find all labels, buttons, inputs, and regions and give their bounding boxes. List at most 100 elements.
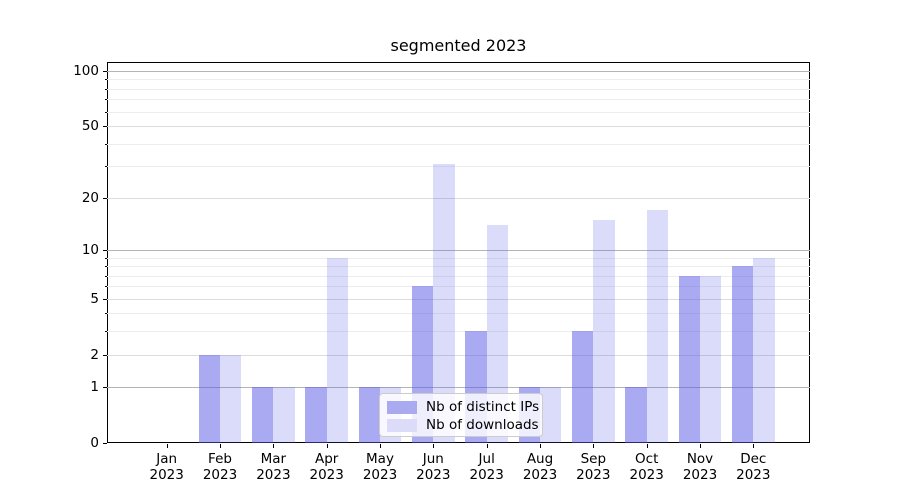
y-tick-label: 50: [81, 118, 99, 134]
x-tick-label: Dec 2023: [723, 451, 783, 483]
bar-downloads-jul: [486, 224, 508, 444]
x-tick-label: Aug 2023: [510, 451, 570, 483]
y-tick: [103, 197, 107, 199]
bar-distinct-ips-dec: [732, 266, 754, 444]
gridline: [107, 126, 810, 127]
x-tick-label: Jan 2023: [137, 451, 197, 483]
legend: Nb of distinct IPs Nb of downloads: [379, 393, 543, 437]
x-tick: [273, 444, 275, 449]
gridline: [107, 266, 810, 267]
y-minor-tick: [104, 257, 107, 259]
x-tick-year: 2023: [736, 467, 771, 484]
y-tick: [103, 443, 107, 445]
x-tick-year: 2023: [149, 467, 184, 484]
x-tick-year: 2023: [522, 467, 558, 484]
x-tick: [486, 444, 488, 449]
bar-distinct-ips-nov: [678, 275, 700, 444]
y-minor-tick: [104, 143, 107, 145]
bar-downloads-aug: [540, 387, 562, 444]
bar-downloads-oct: [646, 210, 668, 444]
y-tick: [103, 249, 107, 251]
y-tick: [103, 298, 107, 300]
gridline: [107, 88, 810, 90]
gridline: [107, 111, 810, 113]
x-tick-year: 2023: [629, 467, 664, 484]
chart-title: segmented 2023: [390, 36, 527, 55]
x-tick: [433, 444, 435, 449]
bar-downloads-mar: [273, 387, 295, 444]
y-minor-tick: [104, 286, 107, 288]
gridline: [107, 313, 810, 315]
x-tick: [753, 444, 755, 449]
bar-distinct-ips-apr: [305, 387, 327, 444]
y-minor-tick: [104, 266, 107, 267]
x-tick-year: 2023: [416, 467, 451, 484]
x-tick-label: Jun 2023: [403, 451, 463, 483]
x-tick-label: Oct 2023: [617, 451, 677, 483]
x-tick-year: 2023: [682, 467, 718, 484]
x-tick-year: 2023: [202, 467, 238, 484]
gridline: [107, 286, 810, 288]
bar-distinct-ips-oct: [625, 387, 647, 444]
y-tick: [103, 387, 107, 389]
x-tick: [540, 444, 541, 449]
x-tick-year: 2023: [309, 467, 344, 484]
bar-downloads-apr: [326, 257, 348, 444]
y-minor-tick: [104, 331, 107, 333]
legend-item-distinct-ips: Nb of distinct IPs: [387, 398, 542, 416]
x-tick: [220, 444, 221, 449]
gridline: [107, 70, 810, 72]
x-tick-label: May 2023: [350, 451, 410, 483]
x-tick: [700, 444, 701, 449]
y-tick-label: 1: [90, 379, 99, 396]
bar-distinct-ips-may: [358, 387, 380, 444]
gridline: [107, 79, 810, 81]
legend-label-distinct-ips: Nb of distinct IPs: [426, 399, 540, 415]
x-tick-label: Nov 2023: [670, 451, 730, 483]
x-tick-year: 2023: [256, 467, 291, 484]
y-minor-tick: [104, 275, 107, 277]
y-tick-label: 5: [90, 290, 99, 307]
bar-downloads-feb: [220, 354, 242, 444]
gridline: [107, 99, 810, 101]
bar-downloads-sep: [593, 219, 615, 444]
y-tick-label: 10: [81, 241, 99, 258]
bar-distinct-ips-sep: [572, 331, 594, 444]
legend-swatch-distinct-ips: [387, 400, 417, 414]
y-tick: [103, 70, 107, 72]
y-tick: [103, 126, 107, 127]
y-tick-label: 20: [81, 189, 99, 206]
y-minor-tick: [104, 99, 107, 101]
x-tick-label: Sep 2023: [563, 451, 623, 483]
gridline: [107, 166, 810, 168]
x-tick-label: Apr 2023: [297, 451, 357, 483]
x-tick-label: Mar 2023: [243, 451, 303, 483]
gridline: [107, 249, 810, 251]
y-minor-tick: [104, 88, 107, 90]
gridline: [107, 257, 810, 259]
legend-swatch-downloads: [387, 418, 417, 432]
x-tick-label: Feb 2023: [190, 451, 250, 483]
x-tick-year: 2023: [576, 467, 611, 484]
y-minor-tick: [104, 313, 107, 315]
x-tick: [326, 444, 328, 449]
y-tick-label: 0: [90, 435, 99, 452]
x-tick-year: 2023: [362, 467, 398, 484]
y-tick-label: 100: [73, 62, 99, 79]
gridline: [107, 275, 810, 277]
bar-downloads-jun: [433, 163, 455, 444]
x-tick: [646, 444, 648, 449]
x-tick: [593, 444, 595, 449]
gridline: [107, 143, 810, 145]
y-tick-label: 2: [90, 346, 99, 363]
y-minor-tick: [104, 111, 107, 113]
gridline: [107, 354, 810, 356]
x-tick-label: Jul 2023: [457, 451, 517, 483]
bar-distinct-ips-feb: [198, 354, 220, 444]
bar-downloads-nov: [700, 275, 722, 444]
y-tick: [103, 354, 107, 356]
gridline: [107, 197, 810, 199]
y-minor-tick: [104, 166, 107, 168]
gridline: [107, 298, 810, 300]
